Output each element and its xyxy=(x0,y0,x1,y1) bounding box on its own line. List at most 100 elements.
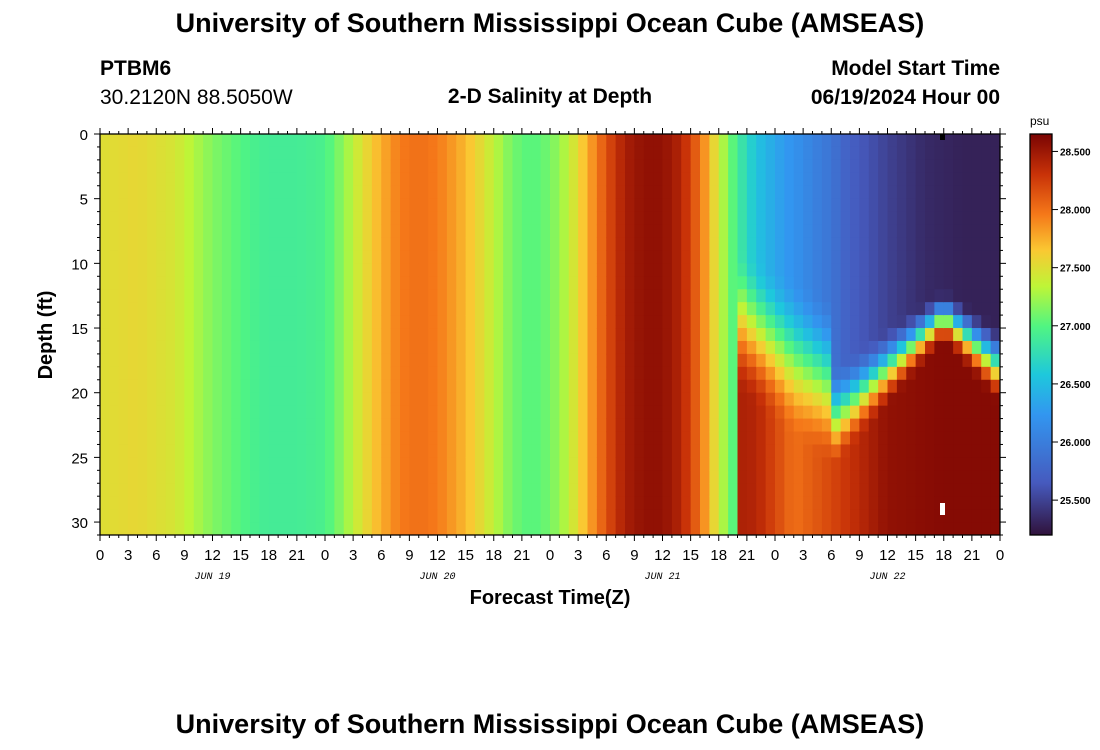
heatmap-cell xyxy=(371,250,382,264)
heatmap-cell xyxy=(475,211,485,226)
x-tick-label: 9 xyxy=(855,547,863,564)
heatmap-cell xyxy=(559,457,570,471)
heatmap-cell xyxy=(325,328,335,342)
heatmap-cell xyxy=(971,289,982,303)
heatmap-cell xyxy=(718,379,729,394)
heatmap-cell xyxy=(156,457,167,471)
heatmap-cell xyxy=(784,444,795,458)
heatmap-cell xyxy=(596,302,607,316)
heatmap-cell xyxy=(390,172,401,187)
heatmap-cell xyxy=(671,483,682,497)
heatmap-cell xyxy=(128,496,139,510)
heatmap-cell xyxy=(878,483,889,497)
heatmap-cell xyxy=(859,522,870,535)
heatmap-cell xyxy=(784,470,795,484)
heatmap-cell xyxy=(381,263,392,277)
heatmap-cell xyxy=(878,315,889,329)
heatmap-cell xyxy=(793,522,804,535)
heatmap-cell xyxy=(100,289,110,303)
heatmap-cell xyxy=(531,315,542,329)
heatmap-cell xyxy=(503,405,514,420)
heatmap-cell xyxy=(156,392,167,407)
heatmap-cell xyxy=(943,198,954,213)
heatmap-cell xyxy=(418,159,429,174)
heatmap-cell xyxy=(700,522,710,535)
heatmap-cell xyxy=(925,328,935,342)
heatmap-cell xyxy=(193,444,204,458)
heatmap-cell xyxy=(643,483,654,497)
heatmap-cell xyxy=(409,263,420,277)
heatmap-cell xyxy=(831,366,842,381)
heatmap-cell xyxy=(540,211,551,226)
heatmap-cell xyxy=(493,276,504,290)
heatmap-cell xyxy=(765,159,776,174)
heatmap-cell xyxy=(212,172,223,187)
heatmap-cell xyxy=(165,211,176,226)
heatmap-cell xyxy=(128,431,139,446)
heatmap-cell xyxy=(943,457,954,471)
heatmap-cell xyxy=(943,522,954,535)
heatmap-cell xyxy=(850,250,860,264)
heatmap-cell xyxy=(278,263,289,277)
heatmap-cell xyxy=(934,444,945,458)
heatmap-cell xyxy=(934,392,945,407)
heatmap-cell xyxy=(559,470,570,484)
heatmap-cell xyxy=(334,146,345,161)
heatmap-cell xyxy=(212,250,223,264)
heatmap-cell xyxy=(690,444,701,458)
heatmap-cell xyxy=(728,302,739,316)
heatmap-cell xyxy=(840,457,851,471)
heatmap-cell xyxy=(606,289,617,303)
heatmap-cell xyxy=(671,418,682,433)
heatmap-cell xyxy=(634,237,645,252)
heatmap-cell xyxy=(587,340,598,355)
heatmap-cell xyxy=(953,353,964,368)
heatmap-cell xyxy=(765,315,776,329)
heatmap-cell xyxy=(615,211,626,226)
heatmap-cell xyxy=(475,353,485,368)
heatmap-cell xyxy=(878,496,889,510)
heatmap-cell xyxy=(925,224,935,239)
heatmap-cell xyxy=(690,522,701,535)
heatmap-cell xyxy=(746,431,757,446)
heatmap-cell xyxy=(156,198,167,213)
heatmap-cell xyxy=(446,353,457,368)
heatmap-cell xyxy=(325,315,335,329)
heatmap-cell xyxy=(212,198,223,213)
heatmap-cell xyxy=(165,483,176,497)
heatmap-cell xyxy=(803,483,814,497)
heatmap-cell xyxy=(203,159,214,174)
heatmap-cell xyxy=(962,392,973,407)
heatmap-cell xyxy=(625,509,635,523)
heatmap-cell xyxy=(287,211,298,226)
heatmap-cell xyxy=(146,263,157,277)
heatmap-cell xyxy=(531,509,542,523)
heatmap-cell xyxy=(484,328,495,342)
heatmap-cell xyxy=(100,263,110,277)
heatmap-cell xyxy=(803,224,814,239)
heatmap-cell xyxy=(268,509,279,523)
heatmap-cell xyxy=(868,276,879,290)
heatmap-cell xyxy=(981,418,992,433)
heatmap-cell xyxy=(250,146,260,161)
heatmap-cell xyxy=(353,392,364,407)
heatmap-cell xyxy=(428,185,439,200)
heatmap-cell xyxy=(615,483,626,497)
heatmap-cell xyxy=(681,392,692,407)
heatmap-cell xyxy=(718,405,729,420)
heatmap-cell xyxy=(240,483,251,497)
heatmap-cell xyxy=(587,211,598,226)
heatmap-cell xyxy=(437,289,448,303)
heatmap-cell xyxy=(568,496,579,510)
heatmap-cell xyxy=(259,366,270,381)
heatmap-cell xyxy=(812,198,823,213)
heatmap-cell xyxy=(390,159,401,174)
heatmap-cell xyxy=(671,353,682,368)
chart-subtitle: 2-D Salinity at Depth xyxy=(447,85,653,108)
heatmap-cell xyxy=(371,470,382,484)
heatmap-cell xyxy=(962,302,973,316)
heatmap-cell xyxy=(803,211,814,226)
heatmap-cell xyxy=(203,328,214,342)
heatmap-cell xyxy=(146,289,157,303)
